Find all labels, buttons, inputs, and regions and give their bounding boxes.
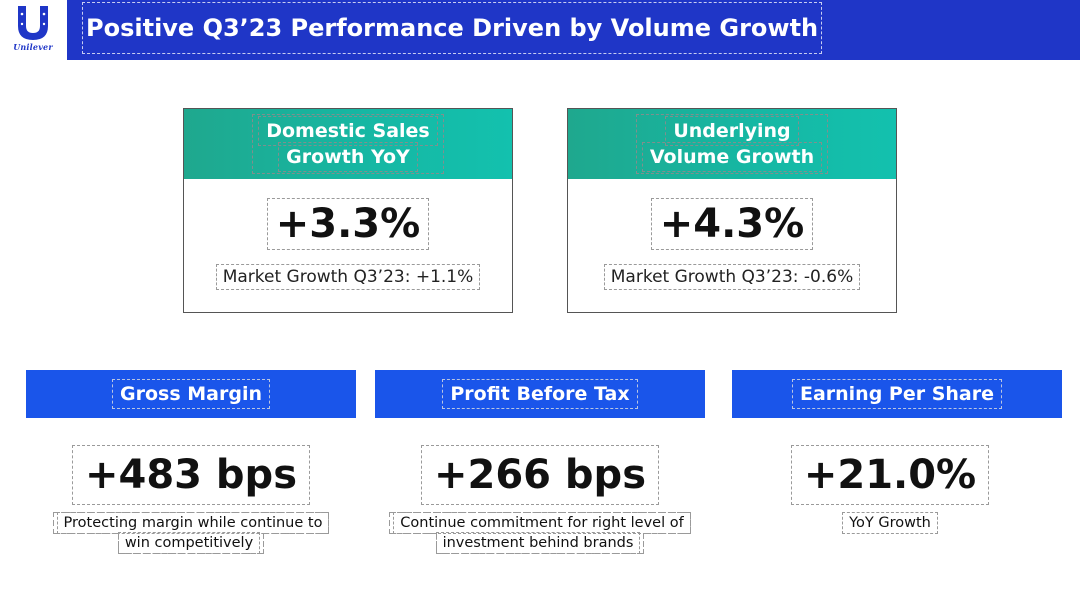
card-header: Underlying Volume Growth — [568, 109, 896, 179]
metric-desc: Protecting margin while continue to win c… — [52, 512, 330, 554]
profit-before-tax-header: Profit Before Tax — [375, 370, 705, 418]
card-title-line2: Growth YoY — [278, 142, 418, 172]
title-bar — [67, 0, 1080, 60]
metric-label: Gross Margin — [112, 379, 270, 409]
metric-desc-line1: Continue commitment for right level of — [393, 512, 691, 534]
card-title: Underlying Volume Growth — [635, 114, 829, 174]
metric-desc-line2: investment behind brands — [435, 532, 641, 554]
market-growth-text: Market Growth Q3’23: +1.1% — [215, 264, 481, 290]
metric-desc-line1: Protecting margin while continue to — [56, 512, 330, 534]
card-value: +3.3% — [184, 198, 512, 250]
page-title: Positive Q3’23 Performance Driven by Vol… — [80, 0, 824, 56]
domestic-sales-value: +3.3% — [266, 198, 430, 250]
card-title: Domestic Sales Growth YoY — [252, 114, 444, 174]
metric-value: +21.0% — [790, 445, 990, 505]
metric-value: +483 bps — [71, 445, 311, 505]
market-growth-text: Market Growth Q3’23: -0.6% — [603, 264, 861, 290]
metric-label: Earning Per Share — [791, 379, 1003, 409]
unilever-logo: Unilever — [6, 4, 60, 58]
gross-margin-value: +483 bps — [26, 445, 356, 505]
metric-desc-line1: YoY Growth — [842, 512, 938, 534]
unilever-u-logo-icon — [18, 6, 48, 40]
logo-wordmark: Unilever — [13, 42, 53, 52]
card-value: +4.3% — [568, 198, 896, 250]
earning-per-share-desc: YoY Growth — [725, 512, 1055, 534]
volume-growth-value: +4.3% — [650, 198, 814, 250]
card-title-line1: Underlying — [665, 116, 799, 146]
volume-growth-card: Underlying Volume Growth +4.3% Market Gro… — [567, 108, 897, 313]
metric-label: Profit Before Tax — [442, 379, 638, 409]
metric-desc-line2: win competitively — [117, 532, 261, 554]
domestic-sales-card: Domestic Sales Growth YoY +3.3% Market Gr… — [183, 108, 513, 313]
gross-margin-desc: Protecting margin while continue to win c… — [26, 512, 356, 554]
card-subtext: Market Growth Q3’23: +1.1% — [184, 264, 512, 290]
profit-before-tax-value: +266 bps — [375, 445, 705, 505]
card-header: Domestic Sales Growth YoY — [184, 109, 512, 179]
card-title-line2: Volume Growth — [641, 142, 823, 172]
card-title-line1: Domestic Sales — [258, 116, 438, 146]
card-subtext: Market Growth Q3’23: -0.6% — [568, 264, 896, 290]
metric-value: +266 bps — [420, 445, 660, 505]
earning-per-share-header: Earning Per Share — [732, 370, 1062, 418]
earning-per-share-value: +21.0% — [725, 445, 1055, 505]
gross-margin-header: Gross Margin — [26, 370, 356, 418]
header: Unilever Positive Q3’23 Performance Driv… — [0, 0, 1080, 60]
profit-before-tax-desc: Continue commitment for right level of in… — [375, 512, 705, 554]
metric-desc: Continue commitment for right level of in… — [389, 512, 691, 554]
